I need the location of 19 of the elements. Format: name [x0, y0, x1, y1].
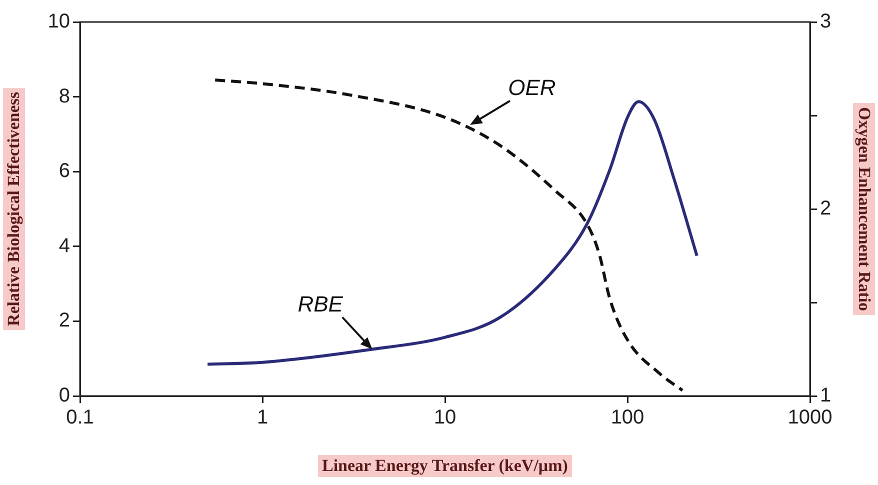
x-tick-label: 0.1	[66, 406, 94, 429]
y2-tick-label: 2	[820, 198, 832, 220]
y2-tick-label: 3	[820, 10, 832, 33]
y2-axis-title: Oxygen Enhancement Ratio	[853, 103, 875, 315]
x-axis-title: Linear Energy Transfer (keV/μm)	[318, 455, 572, 477]
annotation: OER	[508, 74, 556, 100]
y-tick-label: 4	[58, 234, 70, 257]
x-tick-label: 10	[434, 406, 456, 429]
annotation: RBE	[298, 291, 344, 316]
y-axis-title: Relative Biological Effectiveness	[3, 88, 26, 330]
y2-tick-label: 1	[820, 384, 832, 407]
y-tick-label: 2	[58, 310, 70, 332]
x-tick-label: 1000	[788, 406, 832, 429]
y-tick-label: 8	[58, 85, 70, 108]
x-tick-label: 1	[256, 406, 268, 429]
y-tick-label: 0	[58, 384, 70, 407]
y-tick-label: 10	[48, 10, 70, 33]
y-tick-label: 6	[58, 160, 70, 182]
x-tick-label: 100	[610, 406, 644, 429]
